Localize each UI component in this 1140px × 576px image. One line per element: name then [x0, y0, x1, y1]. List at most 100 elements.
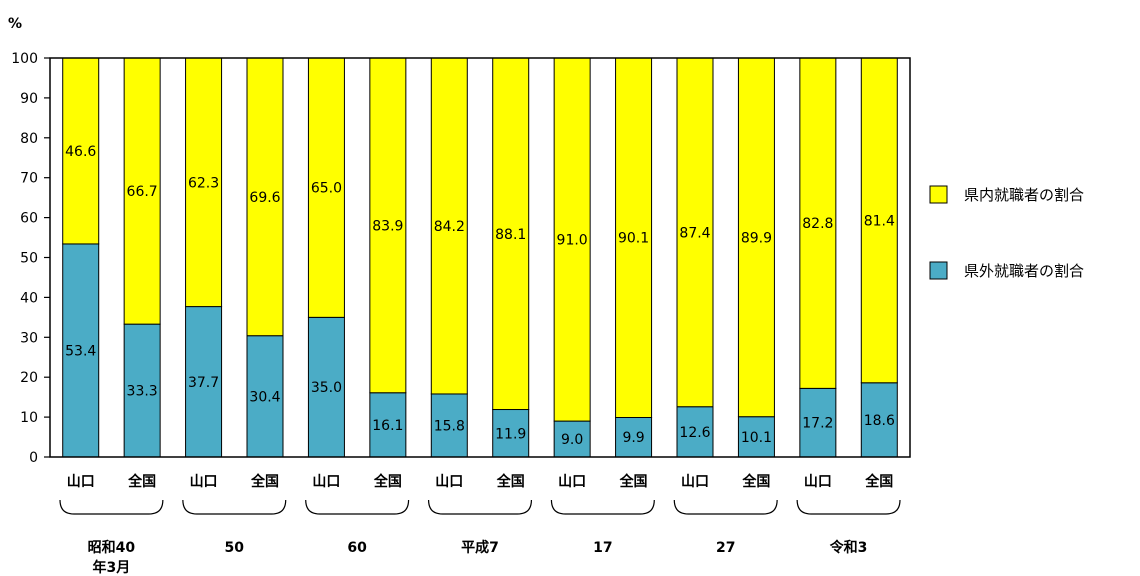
- value-label-outside: 33.3: [127, 384, 158, 400]
- bar-outside-segment: [62, 243, 100, 458]
- x-axis-group-labels: 昭和40 年3月 50 60 平成7 17 27 令和3: [59, 499, 901, 576]
- value-labels: 53.4 46.6 33.3 66.7 37.7 62.3 30.4 69.6 35.0 65.0…: [65, 144, 895, 448]
- value-label-inside: 91.0: [557, 233, 588, 249]
- x-category-label: 全国: [250, 473, 279, 490]
- value-label-inside: 66.7: [127, 184, 158, 200]
- x-category-label: 全国: [496, 473, 525, 490]
- group-brace: [427, 499, 533, 515]
- group-label: 17: [593, 540, 612, 556]
- value-label-inside: 88.1: [495, 227, 526, 243]
- bar-inside-segment: [737, 57, 775, 418]
- value-label-inside: 46.6: [65, 144, 96, 160]
- x-category-label: 山口: [804, 474, 832, 490]
- bar-outside-segment: [430, 393, 468, 458]
- group-brace: [796, 499, 901, 515]
- bar-inside-segment: [676, 57, 714, 408]
- group-brace: [182, 499, 287, 515]
- x-category-label: 山口: [312, 474, 340, 490]
- value-label-outside: 37.7: [188, 375, 219, 391]
- value-label-inside: 87.4: [679, 225, 710, 241]
- value-label-outside: 9.0: [561, 432, 583, 448]
- plot-area-frame: [49, 57, 911, 458]
- x-category-label: 山口: [558, 474, 586, 490]
- x-category-label: 山口: [681, 474, 709, 490]
- legend-label: 県内就職者の割合: [964, 186, 1084, 204]
- x-category-label: 山口: [67, 474, 95, 490]
- group-label: 27: [716, 540, 735, 556]
- x-category-label: 山口: [435, 474, 463, 490]
- y-tick-label: 20: [20, 370, 38, 386]
- bar-inside-segment: [246, 57, 284, 337]
- value-label-inside: 84.2: [434, 219, 465, 235]
- bar-outside-segment: [737, 416, 775, 458]
- value-label-inside: 90.1: [618, 231, 649, 247]
- y-axis-unit: %: [8, 16, 22, 32]
- value-label-outside: 11.9: [495, 426, 526, 442]
- group-brace: [305, 499, 410, 515]
- x-category-label: 全国: [741, 473, 770, 490]
- group-label: 平成7: [461, 539, 499, 556]
- bar-inside-segment: [860, 57, 898, 384]
- y-tick-label: 100: [11, 51, 38, 67]
- value-label-inside: 62.3: [188, 175, 219, 191]
- bar-outside-segment: [860, 382, 898, 458]
- value-label-outside: 16.1: [372, 418, 403, 434]
- group-label: 昭和40: [88, 540, 136, 556]
- y-tick-label: 80: [20, 131, 38, 147]
- bar-outside-segment: [185, 306, 223, 458]
- value-label-inside: 83.9: [372, 218, 403, 234]
- bar-inside-segment: [307, 57, 345, 318]
- legend-swatch: [929, 261, 948, 280]
- value-label-outside: 15.8: [434, 418, 465, 434]
- value-label-outside: 18.6: [864, 413, 895, 429]
- x-category-label: 全国: [864, 473, 893, 490]
- value-label-inside: 81.4: [864, 213, 895, 229]
- group-brace: [673, 499, 778, 515]
- y-axis-ticks: 0 10 20 30 40 50 60 70 80 90 100: [11, 51, 50, 466]
- y-tick-label: 10: [20, 410, 38, 426]
- y-tick-label: 30: [20, 330, 38, 346]
- value-label-inside: 69.6: [249, 190, 280, 206]
- value-label-outside: 12.6: [679, 425, 710, 441]
- y-tick-label: 40: [20, 290, 38, 306]
- bar-outside-segment: [492, 409, 530, 458]
- bar-outside-segment: [307, 316, 345, 458]
- legend-swatch: [929, 185, 948, 204]
- x-category-label: 全国: [127, 473, 156, 490]
- value-label-outside: 17.2: [802, 416, 833, 432]
- y-tick-label: 50: [20, 251, 38, 267]
- value-label-inside: 65.0: [311, 181, 342, 197]
- bar-inside-segment: [553, 57, 591, 422]
- x-axis-category-labels: 山口 全国 山口 全国 山口 全国 山口 全国 山口 全国 山口 全国 山口 全国: [67, 473, 894, 490]
- legend-label: 県外就職者の割合: [964, 262, 1084, 280]
- value-label-inside: 89.9: [741, 230, 772, 246]
- bars: [62, 57, 898, 458]
- bar-inside-segment: [615, 57, 653, 418]
- y-tick-label: 60: [20, 211, 38, 227]
- group-label: 50: [225, 540, 245, 556]
- y-tick-label: 70: [20, 171, 38, 187]
- group-label: 年3月: [93, 559, 131, 576]
- group-brace: [59, 499, 164, 515]
- group-brace: [550, 499, 655, 515]
- y-tick-label: 90: [20, 91, 38, 107]
- x-category-label: 全国: [619, 473, 648, 490]
- group-label: 令和3: [829, 539, 868, 556]
- bar-outside-segment: [369, 392, 407, 458]
- bar-inside-segment: [62, 57, 100, 245]
- value-label-outside: 30.4: [249, 389, 280, 405]
- group-label: 60: [347, 540, 367, 556]
- bar-inside-segment: [369, 57, 407, 394]
- value-label-outside: 9.9: [622, 430, 644, 446]
- bar-outside-segment: [123, 323, 161, 458]
- value-label-outside: 10.1: [741, 430, 772, 446]
- value-label-inside: 82.8: [802, 216, 833, 232]
- bar-inside-segment: [492, 57, 530, 411]
- x-category-label: 全国: [373, 473, 402, 490]
- x-category-label: 山口: [190, 474, 218, 490]
- y-tick-label: 0: [29, 450, 38, 466]
- value-label-outside: 53.4: [65, 343, 96, 359]
- value-label-outside: 35.0: [311, 380, 342, 396]
- bar-outside-segment: [615, 416, 653, 458]
